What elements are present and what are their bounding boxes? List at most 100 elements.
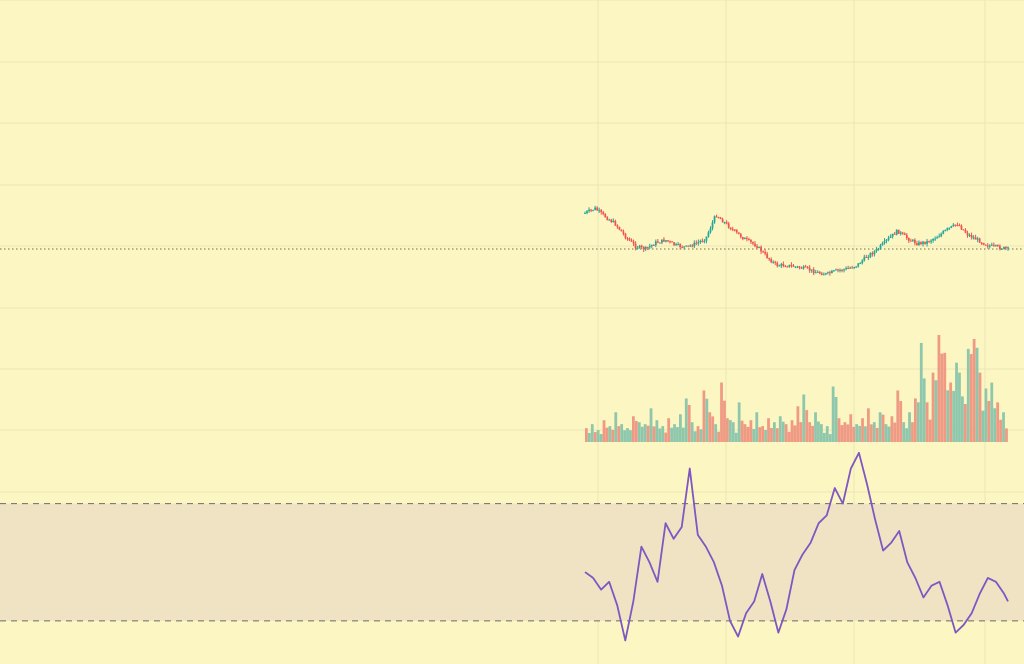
candle-body (685, 245, 688, 247)
candle-body (778, 265, 781, 267)
candle-body (893, 233, 896, 235)
volume-bar (787, 431, 791, 442)
candle-body (978, 238, 981, 243)
candle-body (628, 238, 631, 241)
candle-body (699, 240, 702, 243)
candle-body (701, 240, 704, 242)
candle-body (774, 261, 777, 263)
candle-body (980, 242, 983, 244)
candle-body (764, 251, 767, 254)
candle-body (604, 213, 607, 218)
candle-body (634, 243, 637, 249)
volume-bar (731, 422, 735, 442)
volume-bar (667, 418, 671, 442)
volume-bar (637, 422, 641, 442)
volume-bar (999, 419, 1002, 442)
candle-body (816, 271, 819, 273)
candle-body (824, 273, 827, 275)
candle-body (616, 225, 619, 227)
candle-body (729, 227, 732, 230)
candle-body (837, 269, 839, 271)
volume-bar (808, 422, 812, 442)
volume-bar (599, 434, 603, 442)
candle-body (889, 236, 892, 238)
candle-body (780, 263, 783, 266)
candle-body (962, 229, 965, 231)
candle-body (654, 241, 657, 246)
candle-body (661, 239, 663, 243)
volume-bar (784, 424, 788, 442)
candle-body (922, 241, 924, 245)
candle-body (756, 246, 758, 248)
candle-body (873, 251, 876, 255)
candle-body (847, 268, 850, 270)
volume-bar (919, 342, 923, 442)
volume-bar (943, 352, 947, 442)
candle-body (721, 219, 724, 223)
volume-bar (652, 426, 656, 442)
oscillator-pane (584, 451, 1009, 642)
candle-body (810, 269, 813, 271)
candle-body (719, 217, 722, 220)
candle-body (602, 212, 605, 214)
candle-body (853, 267, 856, 269)
candle-body (725, 222, 728, 224)
volume-bar (940, 353, 944, 442)
candle-body (630, 240, 633, 242)
candle-body (976, 238, 979, 240)
volume-bar (720, 382, 723, 442)
candle-body (865, 256, 868, 258)
candle-body (679, 244, 682, 248)
candle-body (930, 240, 932, 242)
candle-body (863, 256, 866, 261)
volume-bar (611, 429, 615, 442)
volume-bar (778, 416, 782, 442)
candle-body (695, 242, 698, 244)
candle-body (632, 241, 635, 244)
candle-body (746, 238, 748, 240)
candle-body (687, 245, 690, 247)
volume-bar (852, 426, 856, 442)
volume-bar (684, 398, 688, 442)
candle-body (624, 233, 627, 239)
candle-body (717, 217, 720, 219)
candle-body (911, 239, 914, 241)
candle-body (758, 246, 760, 248)
candle-body (806, 266, 809, 268)
candle-body (788, 264, 791, 267)
candle-body (897, 229, 900, 234)
candle-body (899, 232, 902, 234)
volume-bar (978, 372, 982, 442)
volume-bar (726, 418, 729, 442)
candle-body (924, 241, 926, 244)
volume-bar (796, 406, 800, 442)
candle-body (970, 235, 973, 238)
volume-bar (679, 414, 682, 442)
candle-body (855, 266, 858, 268)
candle-body (926, 241, 928, 244)
candle-body (1007, 247, 1009, 249)
candle-body (752, 242, 754, 244)
candle-body (786, 266, 789, 268)
volume-bar (681, 427, 685, 442)
volume-bar (831, 386, 835, 442)
volume-bar (828, 434, 832, 442)
volume-bar (864, 426, 867, 442)
candle-body (1005, 246, 1007, 249)
candle-body (822, 274, 825, 276)
candle-body (883, 240, 886, 244)
volume-bar (855, 424, 859, 442)
candle-body (626, 238, 629, 240)
candle-body (768, 258, 771, 260)
volume-bar (605, 427, 609, 442)
volume-bar (620, 424, 624, 442)
volume-bar (643, 424, 647, 442)
candle-body (932, 238, 935, 241)
volume-bar (872, 422, 876, 442)
volume-bar (849, 414, 853, 442)
candle-body (936, 237, 939, 239)
candle-body (839, 269, 841, 271)
candle-body (792, 265, 795, 267)
volume-bar (846, 424, 850, 442)
